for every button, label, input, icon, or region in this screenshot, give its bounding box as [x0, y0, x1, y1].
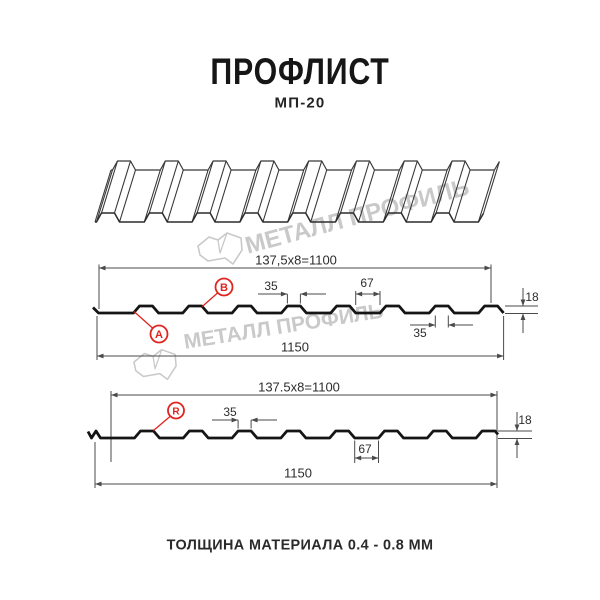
dim-overall-1: 1150 [281, 339, 309, 355]
cross-section-1: AB [92, 264, 538, 360]
dim-rib-top-1: 35 [264, 279, 278, 293]
dim-overall-2: 1150 [284, 465, 312, 481]
svg-text:B: B [220, 282, 228, 294]
dim-rib-bottom-1: 35 [413, 326, 427, 340]
svg-text:R: R [172, 406, 180, 417]
dim-pitch-total-1: 137,5x8=1100 [255, 252, 337, 268]
dim-valley-2: 67 [358, 442, 372, 456]
3d-view [94, 160, 500, 223]
svg-text:A: A [155, 329, 163, 341]
dim-pitch-total-2: 137.5x8=1100 [258, 379, 340, 395]
material-thickness-note: ТОЛЩИНА МАТЕРИАЛА 0.4 - 0.8 ММ [166, 536, 434, 554]
dim-rib-top-2: 35 [223, 405, 237, 419]
page-title: ПРОФЛИСТ [210, 51, 390, 92]
metall-profil-logo-icon [197, 232, 243, 265]
profile-model-label: МП-20 [274, 94, 326, 112]
watermark-upper: МЕТАЛЛ ПРОФИЛЬ [196, 174, 516, 300]
cross-section-2: R [86, 391, 532, 488]
dim-height-2: 18 [518, 413, 532, 427]
dim-valley-1: 67 [360, 276, 374, 290]
dim-height-1: 18 [525, 290, 539, 304]
